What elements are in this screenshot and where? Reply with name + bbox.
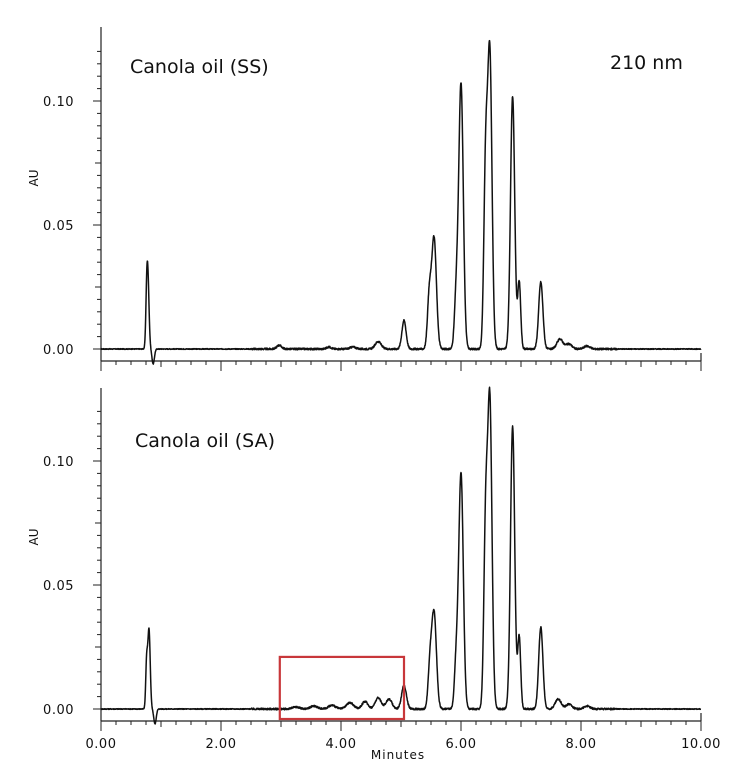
y-tick-label: 0.05 xyxy=(43,219,74,234)
chromatogram-trace xyxy=(100,39,702,365)
y-tick-label: 0.10 xyxy=(43,95,74,110)
y-tick-label: 0.05 xyxy=(43,579,74,594)
x-axis-title: Minutes xyxy=(371,748,425,762)
wavelength-label: 210 nm xyxy=(610,52,683,74)
x-tick-label: 6.00 xyxy=(446,737,477,752)
x-tick-label: 0.00 xyxy=(86,737,117,752)
x-tick-label: 10.00 xyxy=(681,737,721,752)
chart-panel-2: 0.00 0.05 0.10 0.00 2.00 4.00 6.00 8.00 10.00 AU M… xyxy=(27,386,721,762)
y-tick-label: 0.10 xyxy=(43,455,74,470)
chromatogram-trace xyxy=(100,386,702,725)
highlight-box xyxy=(278,655,406,721)
x-tick-label: 2.00 xyxy=(206,737,237,752)
y-tick-label: 0.00 xyxy=(43,343,74,358)
panel-title: Canola oil (SA) xyxy=(135,430,275,452)
panel-title: Canola oil (SS) xyxy=(130,56,269,78)
x-tick-label: 8.00 xyxy=(566,737,597,752)
y-axis-title: AU xyxy=(27,170,41,187)
y-tick-label: 0.00 xyxy=(43,703,74,718)
x-tick-label: 4.00 xyxy=(326,737,357,752)
chart-panel-1: 0.00 0.05 0.10 AU Canola oil (SS) 210 nm xyxy=(27,27,702,371)
y-axis-title: AU xyxy=(27,529,41,546)
